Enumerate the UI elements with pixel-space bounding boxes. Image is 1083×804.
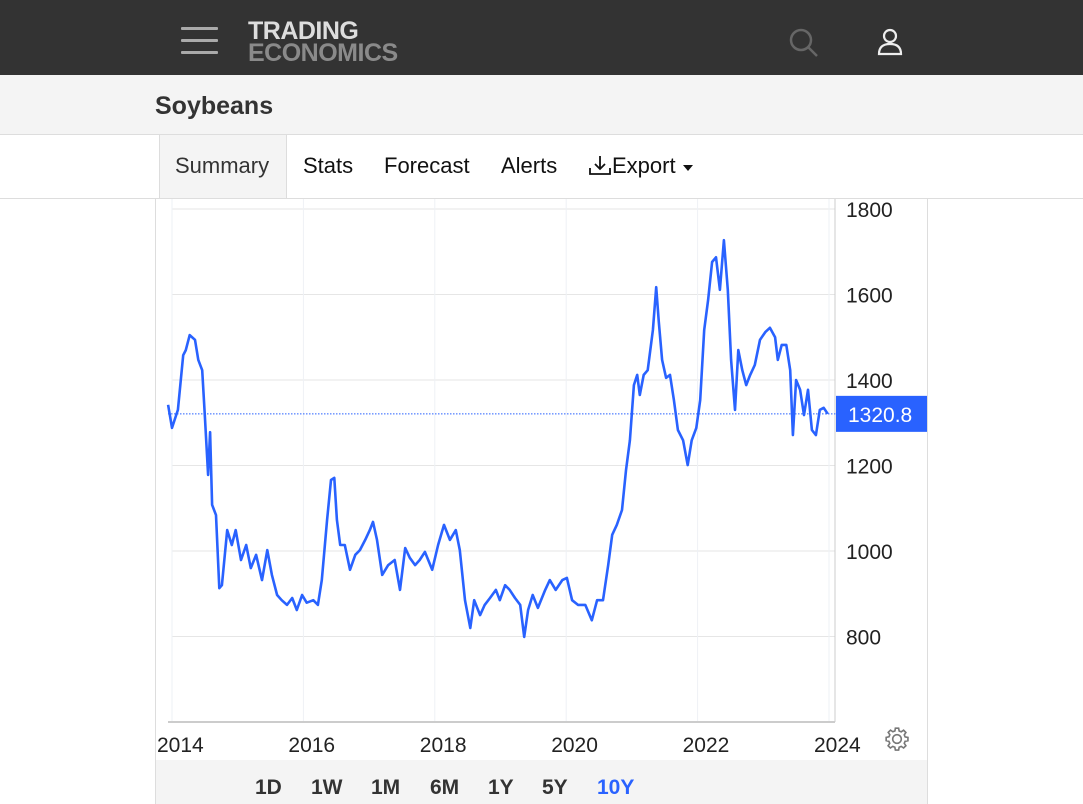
x-tick-label: 2020 (551, 734, 598, 757)
title-bar: Soybeans (0, 75, 1083, 135)
tab-export[interactable]: Export (573, 135, 709, 198)
y-tick-label: 1200 (846, 456, 893, 479)
x-tick-label: 2024 (814, 734, 861, 757)
x-tick-label: 2016 (288, 734, 335, 757)
range-1m[interactable]: 1M (371, 776, 401, 799)
last-price-badge (836, 395, 927, 432)
tab-summary[interactable]: Summary (159, 135, 287, 198)
y-tick-label: 1600 (846, 285, 893, 308)
y-tick-label: 1400 (846, 370, 893, 393)
x-tick-label: 2022 (683, 734, 730, 757)
menu-icon[interactable] (181, 27, 218, 55)
range-1d[interactable]: 1D (255, 776, 282, 799)
logo[interactable]: TRADING ECONOMICS (248, 17, 398, 67)
last-price-label: 1320.8 (848, 404, 912, 427)
y-tick-label: 1000 (846, 541, 893, 564)
search-icon[interactable] (788, 27, 818, 57)
download-icon (589, 156, 611, 175)
series-line-soybeans (166, 238, 829, 639)
chart: 800 1000 1200 1400 1600 1800 2014 2016 2018 2020 2… (155, 199, 928, 760)
tab-alerts[interactable]: Alerts (486, 135, 572, 198)
tab-label: Alerts (501, 153, 558, 178)
top-bar: TRADING ECONOMICS (0, 0, 1083, 75)
settings-gear-icon[interactable] (884, 726, 910, 752)
tab-label: Forecast (384, 153, 470, 178)
range-1y[interactable]: 1Y (488, 776, 514, 799)
range-selector: 1D 1W 1M 6M 1Y 5Y 10Y (155, 760, 928, 804)
y-tick-label: 800 (846, 627, 881, 650)
logo-line1: TRADING (248, 17, 359, 45)
tab-label: Stats (303, 153, 354, 178)
tab-label: Export (612, 153, 676, 178)
tab-stats[interactable]: Stats (288, 135, 368, 198)
caret-down-icon (682, 165, 693, 171)
tab-forecast[interactable]: Forecast (369, 135, 485, 198)
range-10y[interactable]: 10Y (597, 776, 635, 799)
tab-label: Summary (175, 153, 270, 178)
user-icon[interactable] (875, 27, 905, 57)
x-tick-label: 2014 (157, 734, 204, 757)
chart-svg: 800 1000 1200 1400 1600 1800 2014 2016 2018 2020 2… (157, 199, 927, 757)
y-tick-label: 1800 (846, 199, 893, 222)
range-6m[interactable]: 6M (430, 776, 460, 799)
logo-line2: ECONOMICS (248, 39, 398, 67)
range-1w[interactable]: 1W (311, 776, 343, 799)
x-tick-label: 2018 (420, 734, 467, 757)
tab-bar: Summary Stats Forecast Alerts Export (0, 135, 1083, 199)
page-title: Soybeans (155, 92, 274, 120)
range-5y[interactable]: 5Y (542, 776, 568, 799)
